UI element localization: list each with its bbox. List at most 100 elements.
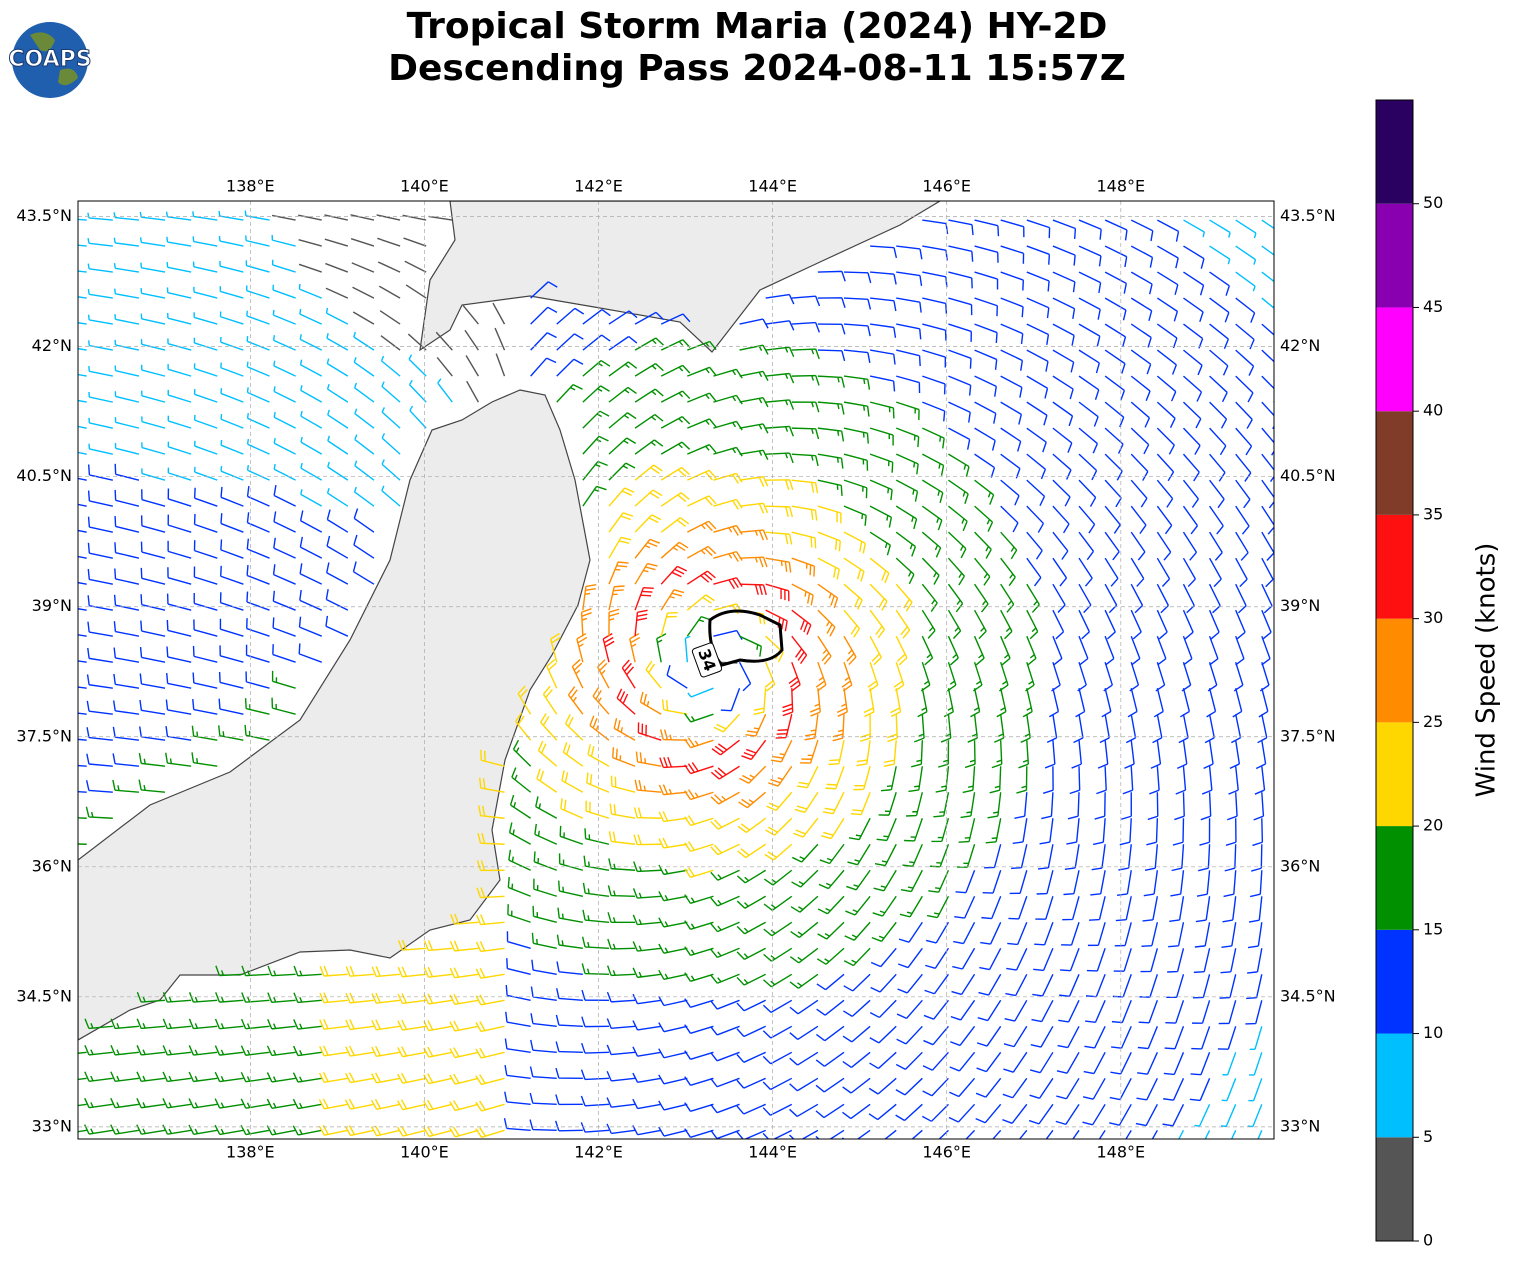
wind-barb (817, 895, 845, 915)
wind-barb (476, 914, 505, 926)
wind-barb (606, 1044, 636, 1056)
wind-barb (1235, 609, 1246, 640)
wind-barb (616, 688, 636, 715)
colorbar-swatch (1376, 514, 1413, 619)
wind-barb (973, 635, 985, 666)
wind-barb (165, 752, 192, 767)
y-tick-label: 37.5°N (1280, 726, 1336, 745)
wind-barb (659, 756, 688, 769)
wind-barb (870, 271, 897, 285)
wind-barb (1208, 531, 1223, 561)
wind-barb (112, 700, 140, 715)
wind-barb (1228, 766, 1239, 795)
wind-barb (582, 309, 611, 325)
wind-barb (1115, 896, 1132, 922)
wind-barb (326, 358, 349, 377)
wind-barb (219, 618, 244, 637)
wind-barb (634, 514, 662, 533)
wind-barb (273, 360, 296, 377)
logo-land (30, 32, 78, 86)
wind-barb (906, 792, 924, 817)
wind-barb (1164, 1026, 1185, 1050)
wind-barb (507, 876, 531, 897)
wind-barb (219, 311, 244, 325)
x-tick-label: 142°E (574, 1143, 623, 1162)
wind-barb (353, 508, 375, 533)
wind-barb (608, 462, 636, 481)
wind-barb (215, 992, 244, 1003)
wind-barb (736, 1129, 766, 1139)
wind-barb (246, 512, 270, 533)
wind-barb (1204, 1130, 1211, 1139)
wind-barb (1249, 1026, 1263, 1051)
wind-barb (423, 993, 453, 1005)
wind-barb (633, 834, 662, 846)
wind-barb (981, 896, 1002, 920)
wind-barb (139, 699, 166, 715)
wind-barb (1104, 609, 1116, 640)
wind-barb (789, 947, 819, 964)
wind-barb (739, 449, 769, 460)
wind-barb (660, 565, 688, 585)
wind-barb (1182, 505, 1199, 535)
wind-barb (791, 374, 820, 386)
wind-barb (987, 792, 1002, 819)
wind-barb (745, 713, 767, 737)
x-tick-label: 140°E (400, 177, 449, 196)
wind-barb (991, 740, 1003, 769)
wind-barb (1135, 1103, 1158, 1127)
wind-barb (140, 262, 166, 273)
wind-barb (271, 670, 296, 689)
wind-barb (507, 904, 531, 923)
wind-barb (1084, 1025, 1106, 1049)
wind-barb (765, 609, 788, 632)
wind-barb (1044, 740, 1056, 769)
wind-barb (1182, 557, 1197, 588)
colorbar-swatch (1376, 1033, 1413, 1138)
wind-barb (533, 878, 557, 897)
wind-barb (607, 938, 636, 950)
wind-barb (896, 999, 923, 1020)
colorbar-tick-label: 45 (1423, 297, 1443, 316)
wind-barb (737, 817, 767, 834)
wind-barb (246, 361, 270, 377)
wind-barb (1136, 1078, 1158, 1101)
wind-barb (711, 739, 740, 756)
wind-barb (713, 524, 743, 536)
wind-barb (192, 645, 218, 663)
wind-barb (559, 825, 584, 845)
wind-barb (967, 714, 979, 743)
wind-barb (138, 752, 166, 767)
wind-barb (1130, 245, 1154, 268)
x-tick-label: 144°E (748, 1143, 797, 1162)
wind-barb (611, 747, 636, 767)
wind-barb (606, 1071, 636, 1082)
wind-barb (974, 401, 997, 424)
wind-barb (825, 765, 845, 790)
wind-barb (1208, 635, 1219, 666)
y-tick-label: 33°N (1280, 1116, 1320, 1135)
wind-barb (1168, 922, 1185, 948)
wind-barb (162, 1071, 192, 1083)
wind-barb (582, 583, 597, 611)
wind-barb (1058, 999, 1080, 1023)
wind-barb (78, 503, 87, 507)
wind-barb (1233, 661, 1244, 692)
wind-barb (1097, 740, 1109, 769)
wind-barb (606, 965, 636, 977)
wind-barb (188, 1124, 218, 1136)
wind-barb (634, 538, 660, 559)
wind-barb (982, 870, 1002, 894)
wind-barb (658, 917, 688, 928)
wind-barb (856, 740, 871, 767)
wind-barb (437, 378, 453, 403)
wind-barb (687, 469, 717, 481)
wind-barb (1052, 505, 1070, 534)
wind-barb (1227, 792, 1238, 821)
wind-barb (1082, 1103, 1106, 1126)
wind-barb (114, 489, 140, 507)
wind-barb (739, 318, 769, 329)
wind-barb (763, 921, 793, 937)
wind-barb (736, 895, 767, 909)
wind-barb (246, 413, 270, 429)
